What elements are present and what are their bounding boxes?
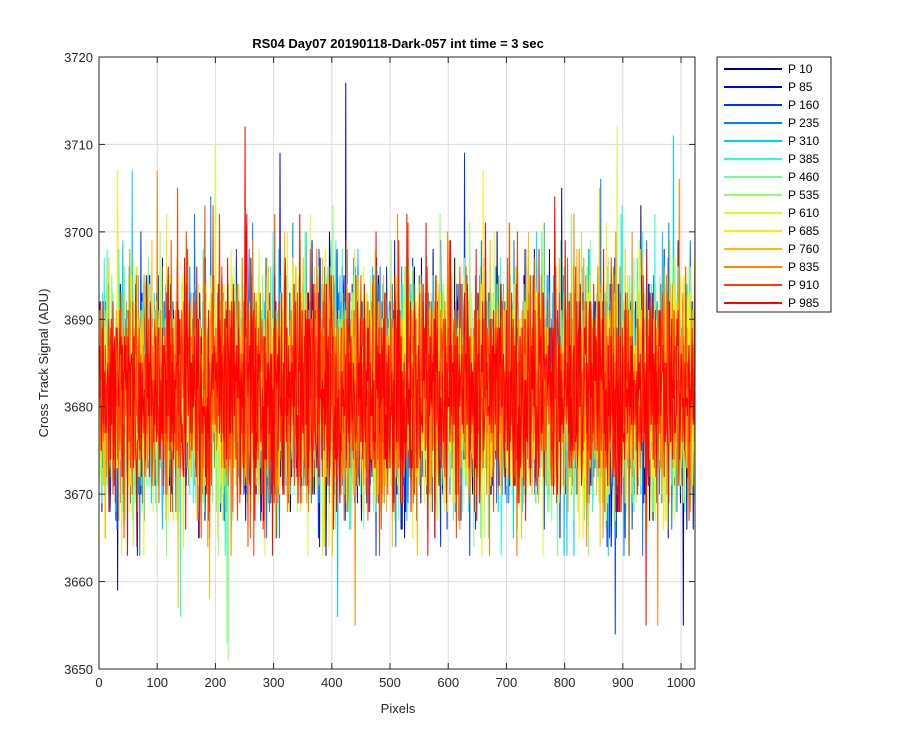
chart-title: RS04 Day07 20190118-Dark-057 int time = …	[252, 36, 544, 51]
legend-label: P 460	[788, 170, 819, 184]
y-tick-label: 3700	[64, 225, 93, 240]
legend-label: P 160	[788, 98, 819, 112]
y-tick-label: 3650	[64, 662, 93, 677]
axes: 0 100 200 300 400 500 600 700 800 900 1000 3650 3660…	[64, 50, 695, 690]
x-tick-label: 800	[554, 675, 576, 690]
legend-label: P 760	[788, 242, 819, 256]
y-tick-label: 3720	[64, 50, 93, 65]
x-axis-label: Pixels	[381, 701, 416, 716]
x-tick-label: 300	[263, 675, 285, 690]
x-tick-label: 0	[95, 675, 102, 690]
y-tick-label: 3660	[64, 575, 93, 590]
legend-label: P 610	[788, 206, 819, 220]
legend-label: P 235	[788, 116, 819, 130]
x-tick-label: 1000	[667, 675, 696, 690]
x-tick-label: 400	[321, 675, 343, 690]
legend-label: P 85	[788, 80, 813, 94]
x-tick-label: 600	[437, 675, 459, 690]
x-tick-label: 200	[205, 675, 227, 690]
legend-label: P 310	[788, 134, 819, 148]
x-tick-label: 900	[612, 675, 634, 690]
y-tick-label: 3670	[64, 487, 93, 502]
y-tick-label: 3690	[64, 312, 93, 327]
x-tick-label: 500	[379, 675, 401, 690]
series-line-p985	[99, 126, 696, 626]
y-tick-label: 3710	[64, 137, 93, 152]
plot-frame	[98, 56, 696, 670]
legend-box	[716, 56, 832, 313]
series-layer	[99, 82, 696, 661]
x-tick-label: 100	[146, 675, 168, 690]
legend-label: P 10	[788, 62, 813, 76]
legend-label: P 835	[788, 260, 819, 274]
legend-items: P 10 P 85 P 160 P 235 P 310 P 385 P 460 P 535 P …	[724, 62, 819, 310]
legend[interactable]: P 10 P 85 P 160 P 235 P 310 P 385 P 460 P 535 P …	[716, 56, 832, 313]
legend-label: P 535	[788, 188, 819, 202]
y-tick-label: 3680	[64, 400, 93, 415]
y-axis-label: Cross Track Signal (ADU)	[36, 289, 51, 438]
legend-label: P 685	[788, 224, 819, 238]
legend-label: P 385	[788, 152, 819, 166]
legend-label: P 910	[788, 278, 819, 292]
legend-label: P 985	[788, 296, 819, 310]
x-tick-label: 700	[496, 675, 518, 690]
